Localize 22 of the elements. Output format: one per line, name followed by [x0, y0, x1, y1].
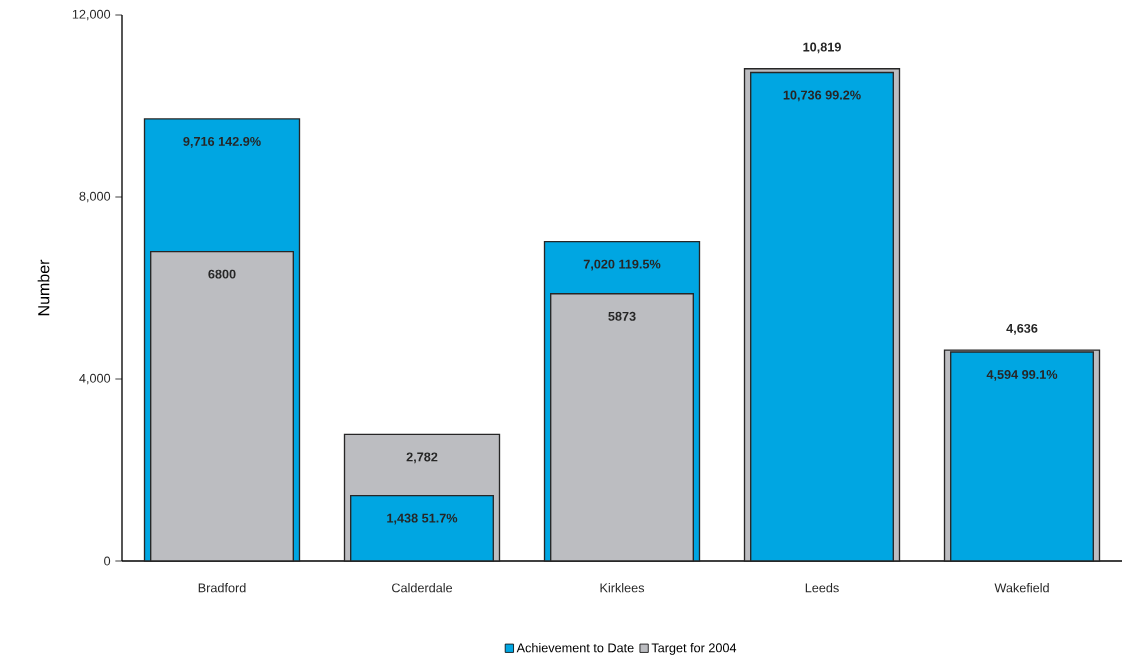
x-tick-label: Bradford: [198, 583, 246, 593]
y-tick-label: 8,000: [79, 191, 111, 203]
data-label: 4,594 99.1%: [986, 370, 1058, 381]
x-tick-label: Kirklees: [600, 583, 645, 593]
y-axis-title: Number: [37, 259, 50, 316]
y-tick-label: 12,000: [72, 9, 111, 21]
data-label: 10,819: [803, 42, 841, 54]
x-tick-label: Calderdale: [392, 583, 453, 593]
data-label: 4,636: [1006, 323, 1038, 335]
data-label: 1,438 51.7%: [387, 513, 458, 525]
data-label: 10,736 99.2%: [783, 90, 861, 102]
y-tick-label: 4,000: [79, 373, 111, 385]
data-label: 2,782: [406, 452, 438, 464]
data-label: 7,020 119.5%: [583, 259, 661, 271]
legend-label: Target for 2004: [651, 643, 737, 655]
data-label: 6800: [208, 269, 236, 279]
data-label: 9,716 142.9%: [183, 136, 261, 148]
data-label: 5873: [608, 311, 636, 321]
x-tick-label: Wakefield: [994, 583, 1049, 593]
y-tick-label: 0: [104, 556, 111, 566]
legend-label: Achievement to Date: [516, 643, 634, 653]
x-tick-label: Leeds: [805, 583, 839, 593]
